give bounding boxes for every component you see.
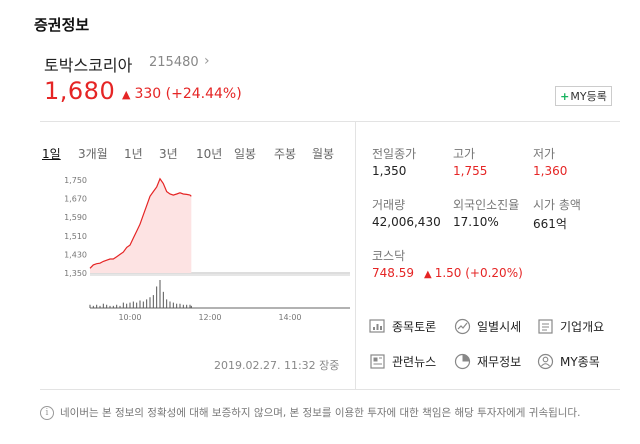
link-label: 재무정보 [477, 355, 522, 369]
discussion-chart-icon [369, 319, 385, 333]
user-icon [537, 353, 554, 370]
y-tick-label: 1,590 [64, 213, 87, 222]
stat-value-foreign-ratio: 17.10% [453, 215, 499, 229]
chevron-right-icon[interactable]: › [204, 53, 210, 69]
tab-3years[interactable]: 3년 [159, 147, 178, 161]
stat-value-market-cap: 661억 [533, 217, 567, 231]
y-tick-label: 1,350 [64, 269, 87, 278]
index-value: 748.59 [372, 266, 414, 280]
up-arrow-icon: ▲ [424, 269, 432, 280]
link-label: MY종목 [560, 355, 600, 369]
stat-label-volume: 거래량 [372, 198, 406, 212]
stat-value-high: 1,755 [453, 164, 488, 178]
index-label[interactable]: 코스닥 [372, 249, 406, 263]
stat-label-high: 고가 [453, 147, 476, 161]
link-my-stocks[interactable]: MY종목 [537, 353, 600, 370]
tab-monthly-candle[interactable]: 월봉 [312, 147, 335, 161]
link-label: 기업개요 [560, 320, 605, 334]
stat-label-foreign-ratio: 외국인소진율 [453, 198, 520, 212]
y-tick-label: 1,750 [64, 176, 87, 185]
stat-value-volume: 42,006,430 [372, 215, 441, 229]
x-tick-label: 14:00 [278, 313, 301, 320]
stat-label-prev-close: 전일종가 [372, 147, 417, 161]
y-tick-label: 1,510 [64, 232, 87, 241]
current-price: 1,680 [44, 77, 116, 105]
index-change: ▲ 1.50 (+0.20%) [424, 266, 523, 280]
price-line [89, 177, 192, 269]
price-change: ▲ 330 (+24.44%) [122, 86, 242, 102]
section-title: 증권정보 [34, 16, 90, 34]
price-change-value: 330 (+24.44%) [134, 86, 242, 102]
disclaimer: i 네이버는 본 정보의 정확성에 대해 보증하지 않으며, 본 정보를 이용한… [40, 405, 580, 420]
stat-label-low: 저가 [533, 147, 556, 161]
trend-chart-icon [454, 318, 471, 335]
link-label: 일별시세 [477, 320, 522, 334]
x-tick-label: 10:00 [118, 313, 141, 320]
index-change-value: 1.50 (+0.20%) [434, 266, 523, 280]
stat-value-prev-close: 1,350 [372, 164, 407, 178]
divider-bottom [40, 389, 620, 390]
link-label: 종목토론 [392, 320, 437, 334]
tab-daily-candle[interactable]: 일봉 [234, 147, 257, 161]
tab-weekly-candle[interactable]: 주봉 [274, 147, 297, 161]
my-register-label: MY등록 [570, 90, 607, 103]
up-arrow-icon: ▲ [122, 88, 131, 101]
divider-top [40, 121, 620, 122]
link-company-overview[interactable]: 기업개요 [537, 318, 604, 335]
stat-value-low: 1,360 [533, 164, 568, 178]
link-label: 관련뉴스 [392, 355, 437, 369]
stat-label-market-cap: 시가 총액 [533, 198, 581, 212]
divider-vertical [355, 121, 356, 389]
plus-icon: + [560, 89, 570, 103]
link-financial-info[interactable]: 재무정보 [454, 353, 521, 370]
info-icon: i [40, 405, 54, 420]
stock-name[interactable]: 토박스코리아 [44, 56, 133, 75]
price-area [90, 178, 192, 273]
y-tick-label: 1,430 [64, 250, 87, 259]
stock-code[interactable]: 215480 [149, 55, 199, 70]
disclaimer-text: 네이버는 본 정보의 정확성에 대해 보증하지 않으며, 본 정보를 이용한 투… [60, 407, 581, 419]
tab-1day[interactable]: 1일 [42, 147, 61, 161]
intraday-chart[interactable]: 1,750 1,670 1,590 1,510 1,430 1,350 10:00 12:00… [60, 170, 350, 320]
link-discussion[interactable]: 종목토론 [369, 318, 436, 335]
my-register-button[interactable]: + MY등록 [555, 86, 612, 106]
pie-chart-icon [454, 353, 471, 370]
tab-3months[interactable]: 3개월 [78, 147, 108, 161]
company-list-icon [538, 319, 553, 334]
x-tick-label: 12:00 [198, 313, 221, 320]
tab-10years[interactable]: 10년 [196, 147, 223, 161]
timestamp: 2019.02.27. 11:32 장중 [214, 359, 340, 372]
link-news[interactable]: 관련뉴스 [369, 353, 436, 370]
tab-1year[interactable]: 1년 [124, 147, 143, 161]
y-tick-label: 1,670 [64, 195, 87, 204]
news-icon [370, 354, 385, 369]
link-daily-price[interactable]: 일별시세 [454, 318, 521, 335]
